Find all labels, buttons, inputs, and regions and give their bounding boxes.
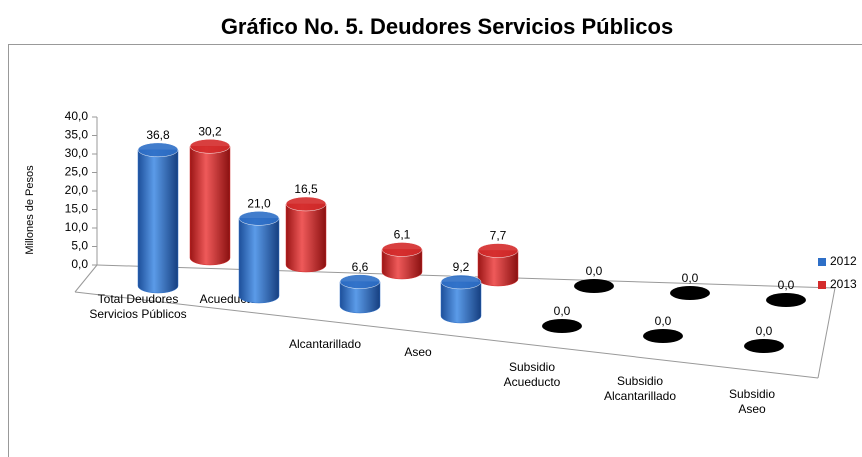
legend-label: 2012 <box>830 254 857 268</box>
legend-swatch <box>818 281 826 289</box>
x-tick-label: Alcantarillado <box>289 337 361 351</box>
value-label: 7,7 <box>490 229 507 243</box>
value-label: 6,6 <box>352 260 369 274</box>
bar <box>285 196 327 273</box>
bar <box>744 339 784 353</box>
bar-top <box>189 139 231 154</box>
x-tick-label: Total Deudores Servicios Públicos <box>89 292 186 321</box>
bar <box>381 242 423 280</box>
y-axis-label: Millones de Pesos <box>24 165 36 255</box>
bar-body <box>285 203 327 273</box>
y-tick-label: 30,0 <box>65 146 89 160</box>
value-label: 0,0 <box>655 314 672 328</box>
y-tick-label: 40,0 <box>65 109 89 123</box>
x-tick-label: Subsidio Aseo <box>729 387 775 416</box>
bar-body <box>137 149 179 294</box>
bar-body <box>238 218 280 304</box>
y-tick-label: 15,0 <box>65 202 89 216</box>
bar-body <box>440 281 482 324</box>
bar-top <box>542 319 582 333</box>
legend-label: 2013 <box>830 277 857 291</box>
bar-top <box>670 286 710 300</box>
x-tick-label: Subsidio Acueducto <box>504 360 561 389</box>
legend-swatch <box>818 258 826 266</box>
value-label: 36,8 <box>146 128 170 142</box>
legend: 2012 2013 <box>818 254 857 291</box>
value-label: 0,0 <box>682 271 699 285</box>
floor <box>74 117 836 379</box>
bar-top <box>574 279 614 293</box>
value-label: 30,2 <box>198 124 222 138</box>
bar-top <box>766 293 806 307</box>
bar-top <box>285 196 327 212</box>
bar <box>477 243 519 287</box>
y-tick-label: 20,0 <box>65 183 89 197</box>
bar-top <box>477 243 519 258</box>
bar <box>670 286 710 300</box>
bar <box>542 319 582 333</box>
bar-body <box>189 146 231 266</box>
bar <box>189 139 231 266</box>
value-label: 9,2 <box>453 260 470 274</box>
bar-top <box>643 329 683 343</box>
y-tick-label: 0,0 <box>71 257 88 271</box>
value-label: 0,0 <box>756 324 773 338</box>
y-tick-label: 35,0 <box>65 128 89 142</box>
x-tick-label: Aseo <box>404 345 432 359</box>
bar <box>643 329 683 343</box>
bar-body <box>381 249 423 280</box>
bar-top <box>238 211 280 226</box>
bar-top <box>381 242 423 257</box>
bar-top <box>339 274 381 289</box>
y-tick-label: 25,0 <box>65 165 89 179</box>
bar <box>766 293 806 307</box>
bar-top <box>440 274 482 290</box>
y-tick-label: 5,0 <box>71 239 88 253</box>
bar-top <box>744 339 784 353</box>
x-tick-label: Subsidio Alcantarillado <box>604 374 676 403</box>
value-label: 0,0 <box>586 264 603 278</box>
value-label: 0,0 <box>554 304 571 318</box>
value-label: 6,1 <box>394 228 411 242</box>
bar-body <box>339 281 381 314</box>
bar <box>440 274 482 324</box>
bar <box>137 142 179 294</box>
bar <box>238 211 280 304</box>
bar-top <box>137 142 179 158</box>
chart-frame <box>8 44 862 457</box>
value-label: 16,5 <box>294 182 318 196</box>
bar <box>339 274 381 314</box>
y-tick-label: 10,0 <box>65 220 89 234</box>
bar <box>574 279 614 293</box>
value-label: 0,0 <box>778 278 795 292</box>
chart-title: Gráfico No. 5. Deudores Servicios Públic… <box>221 14 673 39</box>
value-label: 21,0 <box>247 196 271 210</box>
